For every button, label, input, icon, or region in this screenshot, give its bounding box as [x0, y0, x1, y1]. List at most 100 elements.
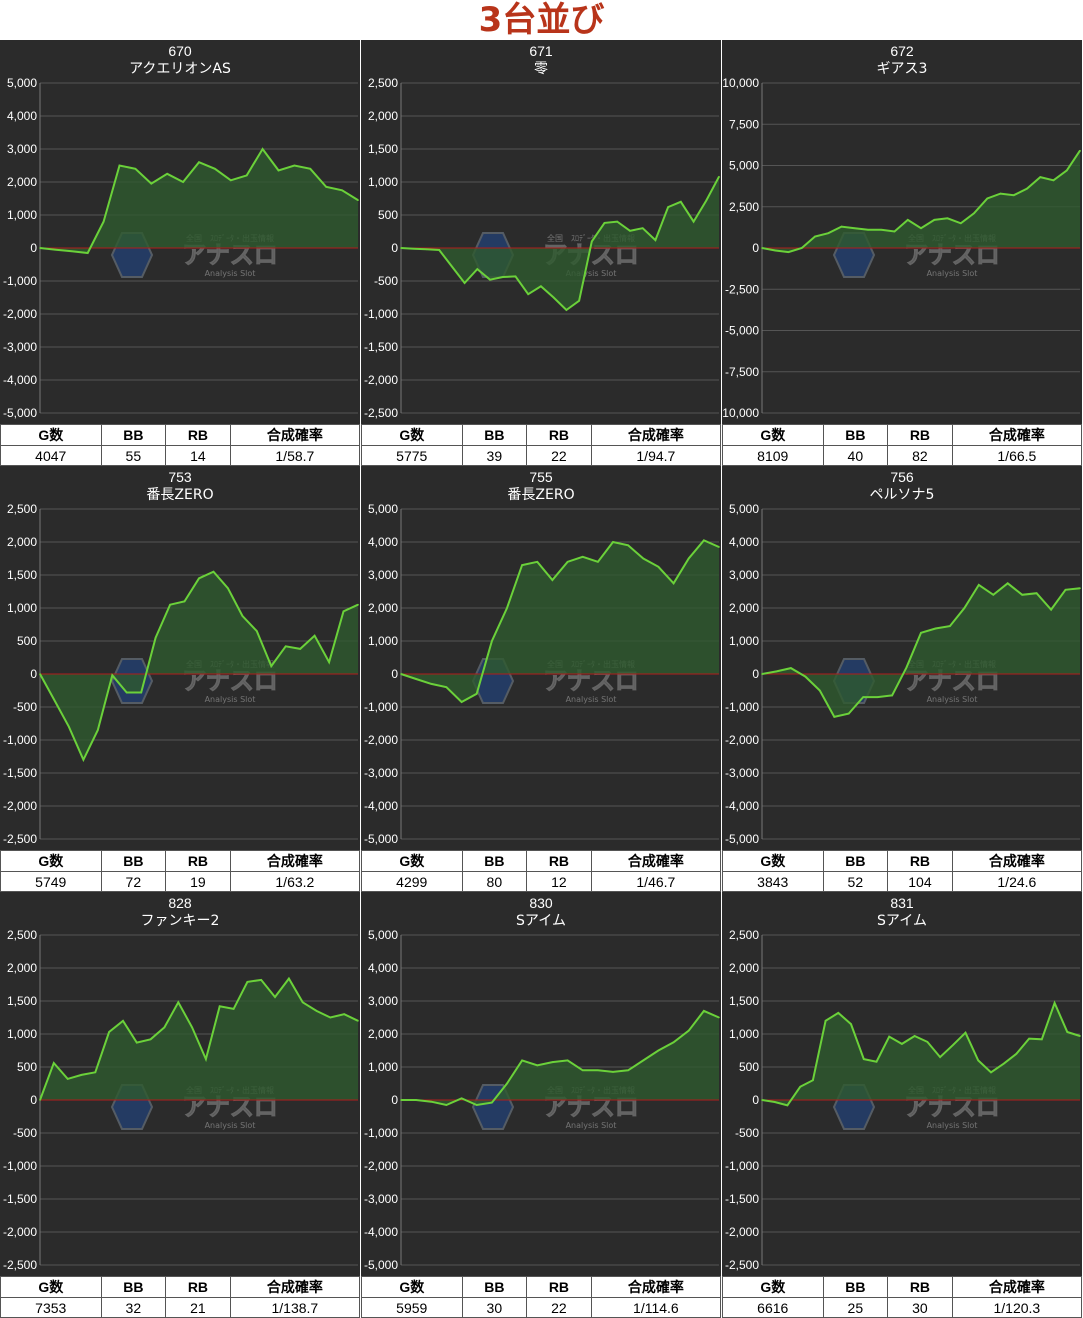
- probability-value: 1/63.2: [229, 871, 361, 892]
- rb-value: 22: [526, 1297, 592, 1318]
- data-point: [990, 1071, 992, 1074]
- data-point: [357, 1020, 359, 1022]
- data-point: [840, 225, 843, 228]
- data-point: [501, 276, 504, 278]
- data-point: [301, 1001, 304, 1004]
- y-tick-label: -3,000: [3, 340, 37, 354]
- series-area: [40, 149, 358, 253]
- data-point: [177, 1001, 180, 1004]
- data-point: [926, 1041, 929, 1043]
- y-tick-label: -500: [13, 700, 37, 714]
- data-point: [68, 726, 70, 728]
- data-point: [672, 582, 675, 585]
- data-point: [521, 1059, 523, 1062]
- header-bb: BB: [100, 424, 167, 446]
- slump-chart: 5,000 4,000 3,000 2,000 1,000 0 -1,000 -2,000 -3…: [364, 469, 720, 846]
- data-point: [102, 220, 105, 223]
- header-rb: RB: [526, 1276, 592, 1298]
- rb-value: 82: [887, 445, 953, 466]
- series-line: [400, 176, 720, 312]
- slump-chart: 2,500 2,000 1,500 1,000 500 0 -500 -1,000 -1,500…: [364, 43, 720, 420]
- series-area: [401, 176, 719, 310]
- chart-panel: 5,000 4,000 3,000 2,000 1,000 0 -1,000 -2,000 -3…: [722, 466, 1082, 850]
- data-point: [415, 678, 417, 680]
- y-tick-label: 4,000: [368, 961, 398, 975]
- data-point: [183, 600, 186, 603]
- header-rb: RB: [526, 850, 592, 872]
- data-point: [460, 1097, 463, 1100]
- header-bb: BB: [100, 850, 167, 872]
- probability-value: 1/24.6: [951, 871, 1083, 892]
- data-point: [214, 168, 216, 170]
- machine-name: 番長ZERO: [146, 487, 213, 503]
- data-point: [491, 640, 493, 642]
- data-point: [135, 1041, 138, 1044]
- data-point: [491, 1101, 493, 1104]
- y-tick-label: 3,000: [368, 568, 398, 582]
- y-tick-label: 2,500: [7, 928, 37, 942]
- data-point: [867, 229, 869, 231]
- data-point: [761, 1099, 763, 1101]
- machine-chart-card: 2,500 2,000 1,500 1,000 500 0 -500 -1,000 -1,500…: [0, 892, 361, 1318]
- y-tick-label: -2,000: [3, 1225, 37, 1239]
- data-point: [540, 285, 542, 288]
- data-point: [514, 275, 517, 278]
- machine-chart-card: 5,000 4,000 3,000 2,000 1,000 0 -1,000 -2,000 -3…: [0, 40, 361, 466]
- y-tick-label: 500: [378, 208, 398, 222]
- data-point: [1039, 176, 1042, 178]
- data-point: [1035, 592, 1038, 594]
- data-point: [687, 557, 690, 560]
- data-point: [506, 607, 508, 609]
- data-point: [963, 607, 966, 609]
- series-area: [401, 1010, 719, 1105]
- watermark-sub-text: Analysis Slot: [566, 695, 617, 704]
- watermark-sub-text: Analysis Slot: [566, 1121, 617, 1130]
- y-tick-label: 0: [752, 1093, 759, 1107]
- stats-table: G数 BB RB 合成確率 5775 39 22 1/94.7: [361, 424, 722, 466]
- header-g-count: G数: [361, 850, 463, 872]
- data-point: [1015, 1053, 1018, 1055]
- chart-panel: 5,000 4,000 3,000 2,000 1,000 0 -1,000 -2,000 -3…: [0, 40, 360, 424]
- data-point: [819, 689, 821, 692]
- header-rb: RB: [165, 1276, 231, 1298]
- y-tick-label: -1,000: [3, 274, 37, 288]
- machine-name: Sアイム: [877, 913, 927, 929]
- data-point: [774, 249, 777, 252]
- y-tick-label: 1,000: [7, 1027, 37, 1041]
- data-point: [603, 222, 606, 224]
- slump-chart: 2,500 2,000 1,500 1,000 500 0 -500 -1,000 -1,500…: [3, 895, 359, 1272]
- data-point: [342, 610, 345, 613]
- y-tick-label: 1,000: [7, 601, 37, 615]
- data-point: [581, 1069, 584, 1072]
- y-tick-label: 1,000: [729, 634, 759, 648]
- data-point: [566, 561, 569, 563]
- data-point: [612, 541, 614, 543]
- y-tick-label: 2,000: [7, 175, 37, 189]
- y-tick-label: 1,500: [7, 568, 37, 582]
- y-tick-label: 0: [752, 241, 759, 255]
- header-probability: 合成確率: [951, 1276, 1083, 1298]
- data-point: [166, 172, 168, 175]
- data-point: [150, 182, 153, 185]
- data-point: [672, 1041, 675, 1044]
- y-tick-label: 5,000: [368, 928, 398, 942]
- y-tick-label: 2,500: [7, 502, 37, 516]
- data-point: [773, 1101, 776, 1103]
- data-point: [939, 1056, 941, 1058]
- watermark-sub-text: Analysis Slot: [927, 1121, 978, 1130]
- machine-chart-card: 10,000 7,500 5,000 2,500 0 -2,500 -5,000 -7,500…: [722, 40, 1083, 466]
- data-point: [933, 219, 936, 221]
- rb-value: 14: [165, 445, 231, 466]
- machine-number: 670: [168, 43, 192, 59]
- data-point: [343, 1013, 345, 1015]
- bb-value: 32: [100, 1297, 167, 1318]
- data-point: [862, 696, 864, 698]
- data-point: [761, 673, 763, 675]
- y-tick-label: -1,000: [364, 307, 398, 321]
- stats-table: G数 BB RB 合成確率 5959 30 22 1/114.6: [361, 1276, 722, 1318]
- header-rb: RB: [526, 424, 592, 446]
- data-point: [986, 197, 989, 200]
- machine-number: 671: [529, 43, 553, 59]
- data-point: [430, 683, 433, 685]
- header-probability: 合成確率: [590, 1276, 722, 1298]
